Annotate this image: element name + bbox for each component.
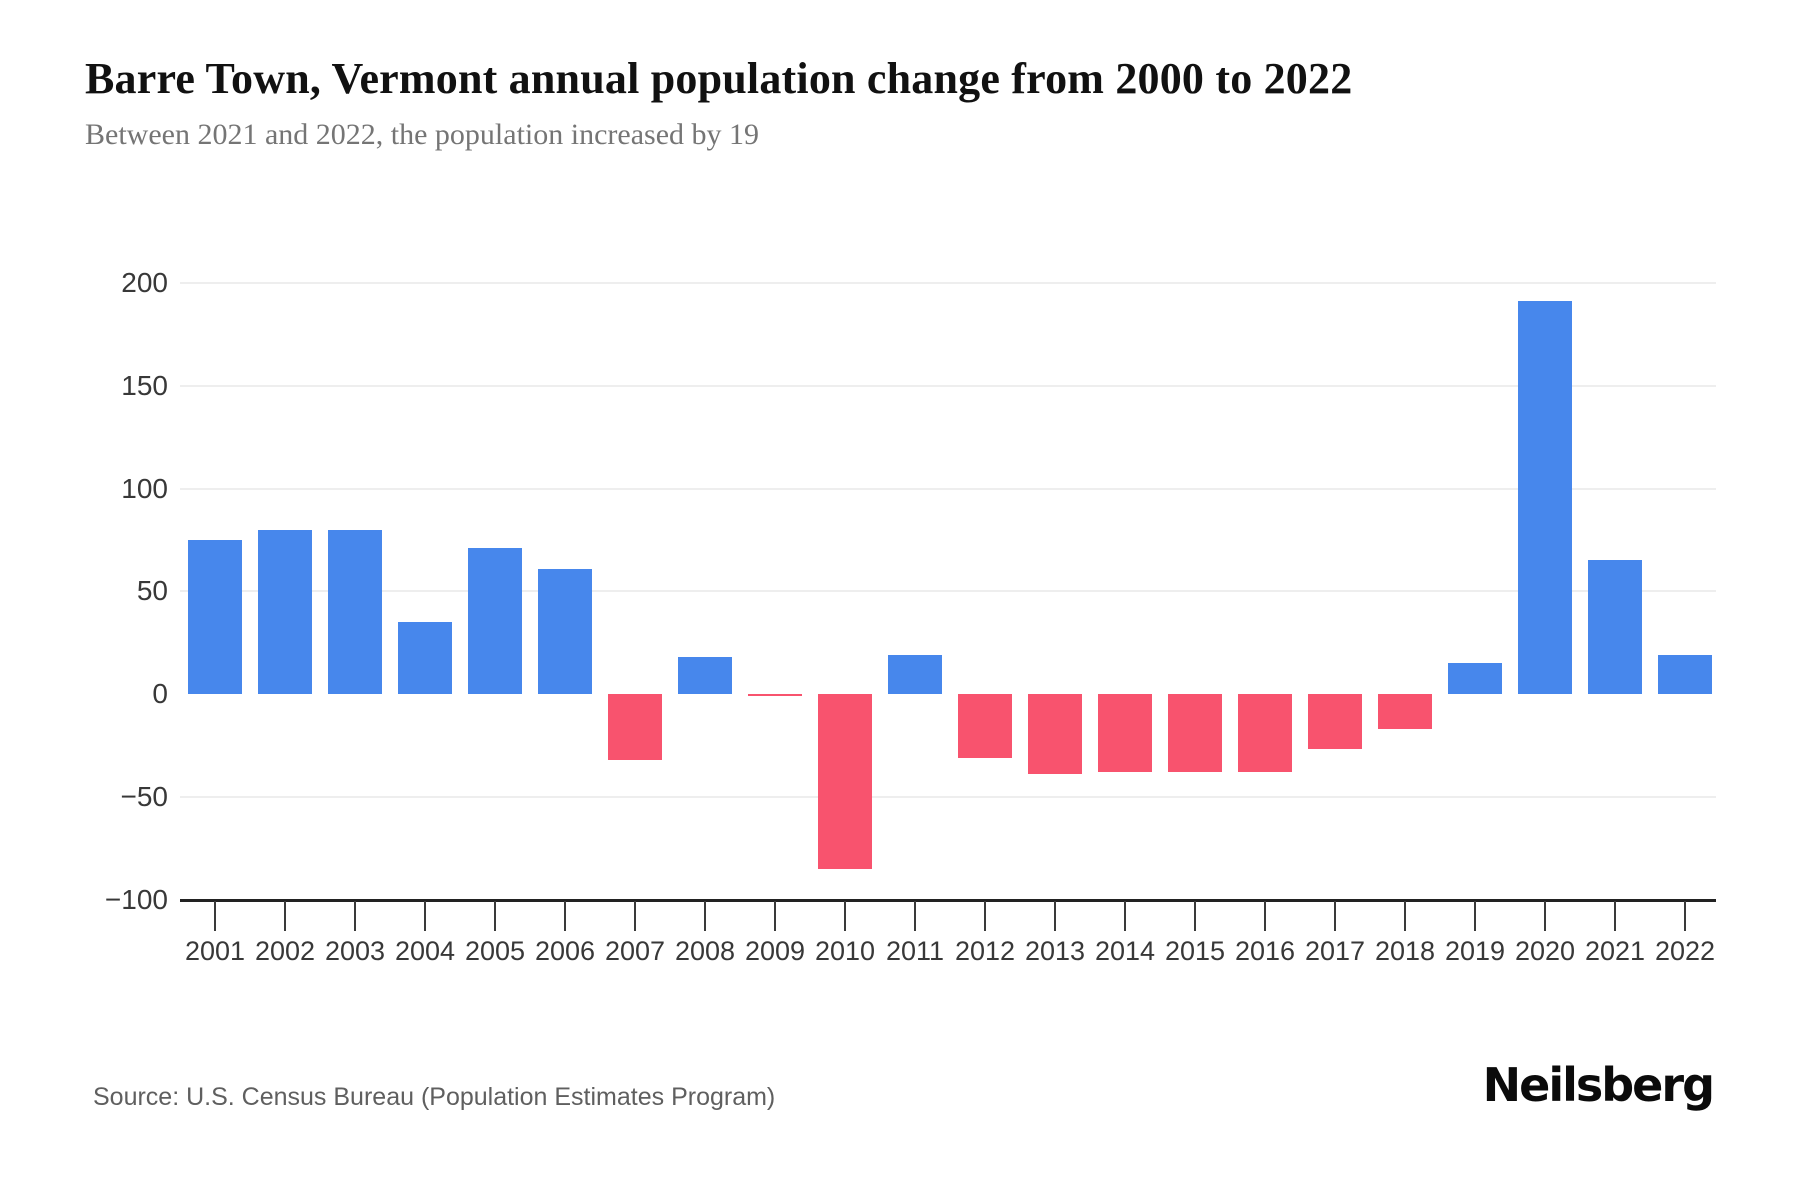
x-axis-tick-2009 — [774, 900, 776, 931]
x-axis-tick-2019 — [1474, 900, 1476, 931]
y-axis-tick-label--100: −100 — [104, 883, 168, 915]
x-axis-tick-2014 — [1124, 900, 1126, 931]
x-axis-tick-2011 — [914, 900, 916, 931]
source-attribution: Source: U.S. Census Bureau (Population E… — [93, 1083, 776, 1111]
bar-2003[interactable] — [328, 529, 382, 694]
y-axis-tick-label-100: 100 — [121, 472, 168, 504]
x-axis-label-2007: 2007 — [604, 936, 666, 966]
x-axis-label-2001: 2001 — [184, 936, 246, 966]
bar-2007[interactable] — [608, 694, 662, 760]
x-axis-label-2020: 2020 — [1514, 936, 1576, 966]
x-axis-tick-2022 — [1684, 900, 1686, 931]
bar-2012[interactable] — [958, 694, 1012, 758]
x-axis-label-2017: 2017 — [1304, 936, 1366, 966]
chart-title: Barre Town, Vermont annual population ch… — [85, 54, 1353, 103]
x-axis-label-2009: 2009 — [744, 936, 806, 966]
bar-2008[interactable] — [678, 657, 732, 694]
y-axis-tick-label-150: 150 — [121, 369, 168, 401]
bar-2018[interactable] — [1378, 694, 1432, 729]
x-axis-tick-2021 — [1614, 900, 1616, 931]
x-axis-line — [180, 898, 1716, 902]
gridline-y-200 — [180, 282, 1716, 284]
x-axis-label-2005: 2005 — [464, 936, 526, 966]
x-axis-label-2015: 2015 — [1164, 936, 1226, 966]
bar-2020[interactable] — [1518, 301, 1572, 694]
y-axis-tick-label-200: 200 — [121, 267, 168, 298]
y-axis-tick-label--50: −50 — [120, 780, 169, 812]
bar-2004[interactable] — [398, 622, 452, 694]
x-axis-label-2006: 2006 — [534, 936, 596, 966]
x-axis-label-2004: 2004 — [394, 936, 456, 966]
x-axis-label-2022: 2022 — [1654, 936, 1716, 966]
x-axis-tick-2010 — [844, 900, 846, 931]
x-axis-label-2019: 2019 — [1444, 936, 1506, 966]
x-axis-label-2003: 2003 — [324, 936, 386, 966]
x-axis-tick-2005 — [494, 900, 496, 931]
brand-logo[interactable]: Neilsberg — [1482, 1058, 1715, 1112]
bar-2017[interactable] — [1308, 694, 1362, 750]
x-axis-tick-2001 — [214, 900, 216, 931]
x-axis-label-2002: 2002 — [254, 936, 316, 966]
x-axis-label-2013: 2013 — [1024, 936, 1086, 966]
bar-2009[interactable] — [748, 694, 802, 697]
bar-2010[interactable] — [818, 694, 872, 869]
bar-2011[interactable] — [888, 654, 942, 694]
x-axis-tick-2018 — [1404, 900, 1406, 931]
x-axis-label-2008: 2008 — [674, 936, 736, 966]
chart-subtitle: Between 2021 and 2022, the population in… — [85, 118, 760, 151]
gridline-y-100 — [180, 487, 1716, 490]
bar-2001[interactable] — [188, 539, 242, 694]
bar-2021[interactable] — [1588, 560, 1642, 694]
x-axis-label-2016: 2016 — [1234, 936, 1296, 966]
x-axis-tick-2006 — [564, 900, 566, 931]
gridline-y-150 — [180, 384, 1716, 387]
x-axis-tick-2008 — [704, 900, 706, 931]
x-axis-label-2021: 2021 — [1584, 936, 1646, 966]
gridline-y-50 — [180, 590, 1716, 593]
bar-2013[interactable] — [1028, 694, 1082, 775]
x-axis-tick-2013 — [1054, 900, 1056, 931]
x-axis-tick-2003 — [354, 900, 356, 931]
bar-2016[interactable] — [1238, 694, 1292, 773]
x-axis-label-2010: 2010 — [814, 936, 876, 966]
y-axis-tick-label-50: 50 — [136, 575, 168, 607]
x-axis-label-2014: 2014 — [1094, 936, 1156, 966]
x-axis-tick-2015 — [1194, 900, 1196, 931]
x-axis-tick-2016 — [1264, 900, 1266, 931]
x-axis-label-2011: 2011 — [885, 936, 945, 966]
bar-2014[interactable] — [1098, 694, 1152, 773]
x-axis-tick-2004 — [424, 900, 426, 931]
bar-2019[interactable] — [1448, 663, 1502, 694]
bar-2006[interactable] — [538, 568, 592, 694]
x-axis-tick-2007 — [634, 900, 636, 931]
y-axis-tick-label-0: 0 — [152, 678, 168, 709]
x-axis-label-2018: 2018 — [1374, 936, 1436, 966]
bar-2005[interactable] — [468, 548, 522, 694]
x-axis-tick-2017 — [1334, 900, 1336, 931]
x-axis-tick-2002 — [284, 900, 286, 931]
bar-2002[interactable] — [258, 529, 312, 694]
bar-2022[interactable] — [1658, 654, 1712, 694]
x-axis-label-2012: 2012 — [954, 936, 1016, 966]
bar-2015[interactable] — [1168, 694, 1222, 773]
x-axis-tick-2012 — [984, 900, 986, 931]
x-axis-tick-2020 — [1544, 900, 1546, 931]
gridline-y--50 — [180, 795, 1716, 798]
